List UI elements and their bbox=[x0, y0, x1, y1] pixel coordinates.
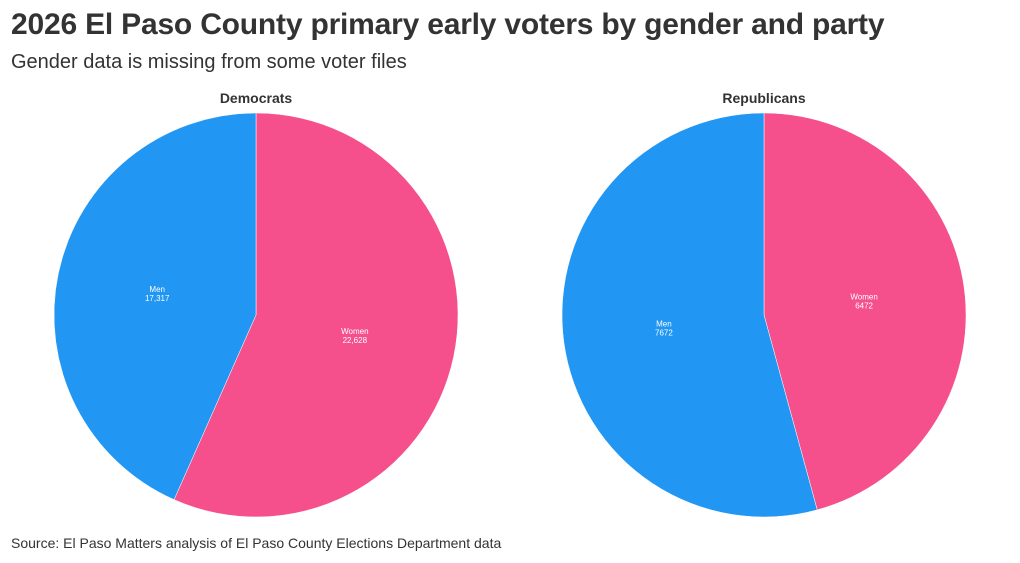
pie-title: Democrats bbox=[220, 90, 293, 106]
slice-label-value: 6472 bbox=[855, 302, 873, 311]
pie-democrats: Democrats Women 22,628 Men 17,317 bbox=[53, 90, 459, 518]
pie-slice-women[interactable] bbox=[173, 112, 459, 518]
slice-label-women: Women 6472 bbox=[850, 293, 877, 311]
slice-label-value: 7672 bbox=[655, 328, 673, 337]
slice-label-name: Men bbox=[149, 285, 165, 294]
pie-title: Republicans bbox=[722, 90, 805, 106]
slice-label-men: Men 7672 bbox=[655, 319, 673, 337]
slice-label-name: Men bbox=[656, 319, 672, 328]
slice-label-men: Men 17,317 bbox=[145, 285, 170, 303]
chart-subtitle: Gender data is missing from some voter f… bbox=[11, 51, 407, 73]
slice-label-value: 17,317 bbox=[145, 294, 170, 303]
pie-republicans: Republicans Women 6472 Men 7672 bbox=[561, 90, 967, 518]
pie-slice-women[interactable] bbox=[763, 112, 967, 511]
slice-label-value: 22,628 bbox=[343, 336, 368, 345]
slice-label-women: Women 22,628 bbox=[341, 327, 368, 345]
pie-slice-men[interactable] bbox=[53, 112, 257, 500]
chart-title: 2026 El Paso County primary early voters… bbox=[11, 8, 885, 41]
pie-slice-men[interactable] bbox=[561, 112, 818, 518]
slice-label-name: Women bbox=[341, 327, 368, 336]
source-note: Source: El Paso Matters analysis of El P… bbox=[11, 535, 502, 551]
slice-label-name: Women bbox=[850, 293, 877, 302]
